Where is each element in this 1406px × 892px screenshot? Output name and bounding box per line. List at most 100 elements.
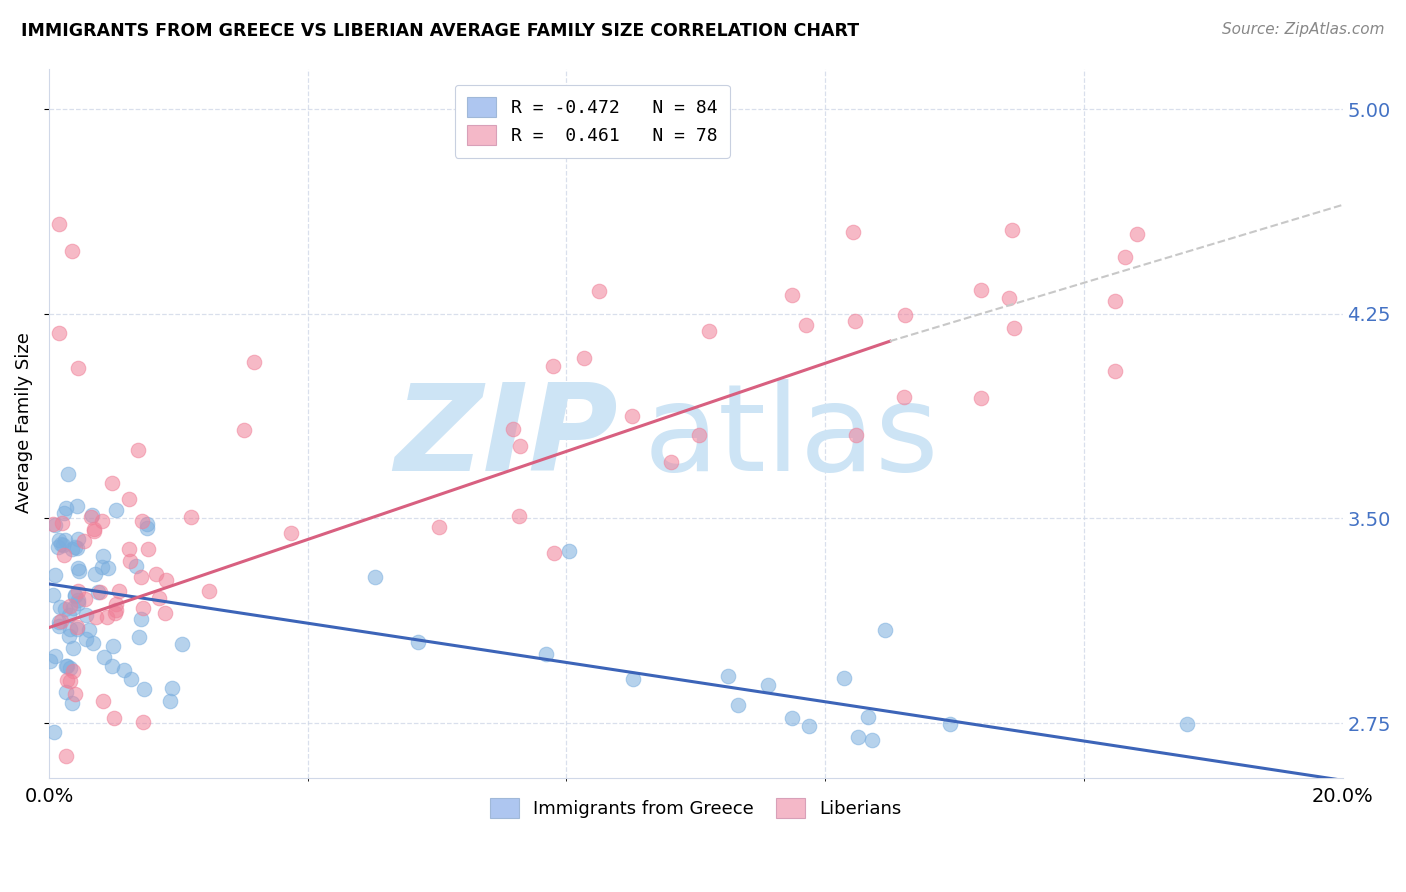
Point <box>132 682 155 697</box>
Point <box>58 607 80 622</box>
Point <box>621 409 644 423</box>
Point <box>59 623 82 637</box>
Point <box>1001 223 1024 237</box>
Point <box>543 359 565 373</box>
Point <box>67 533 90 547</box>
Point <box>46 540 69 554</box>
Point <box>58 629 80 643</box>
Point <box>558 543 581 558</box>
Point <box>697 324 720 338</box>
Point <box>62 640 84 655</box>
Point <box>1126 227 1149 241</box>
Point <box>62 665 84 679</box>
Point <box>42 517 65 532</box>
Point <box>91 694 114 708</box>
Point <box>84 609 107 624</box>
Point <box>406 635 429 649</box>
Point <box>60 696 83 710</box>
Point <box>66 622 89 636</box>
Text: IMMIGRANTS FROM GREECE VS LIBERIAN AVERAGE FAMILY SIZE CORRELATION CHART: IMMIGRANTS FROM GREECE VS LIBERIAN AVERA… <box>21 22 859 40</box>
Point <box>118 541 141 556</box>
Point <box>160 681 183 695</box>
Point <box>49 537 72 551</box>
Point <box>145 566 167 581</box>
Point <box>51 516 73 531</box>
Point <box>39 654 62 668</box>
Point <box>101 476 124 491</box>
Point <box>48 615 70 629</box>
Point <box>63 589 86 603</box>
Point <box>894 308 917 322</box>
Point <box>148 591 170 606</box>
Point <box>998 291 1021 305</box>
Point <box>80 508 103 522</box>
Point <box>543 546 565 560</box>
Point <box>65 589 87 603</box>
Point <box>155 574 177 588</box>
Point <box>87 585 110 599</box>
Point <box>53 533 76 548</box>
Point <box>659 455 682 469</box>
Point <box>938 717 960 731</box>
Point <box>48 533 70 548</box>
Point <box>1189 846 1212 860</box>
Point <box>66 361 89 376</box>
Point <box>55 500 77 515</box>
Point <box>844 314 866 328</box>
Point <box>83 524 105 538</box>
Point <box>136 521 159 535</box>
Point <box>832 671 855 685</box>
Point <box>105 597 128 611</box>
Point <box>49 614 72 628</box>
Point <box>104 502 127 516</box>
Point <box>59 673 82 688</box>
Point <box>574 351 596 366</box>
Point <box>55 749 77 764</box>
Point <box>860 733 883 747</box>
Point <box>799 719 821 733</box>
Point <box>82 635 104 649</box>
Point <box>508 508 530 523</box>
Point <box>1104 293 1126 308</box>
Point <box>101 659 124 673</box>
Point <box>66 499 89 513</box>
Legend: Immigrants from Greece, Liberians: Immigrants from Greece, Liberians <box>482 791 908 825</box>
Text: atlas: atlas <box>644 379 939 496</box>
Point <box>970 283 993 297</box>
Point <box>588 284 610 298</box>
Point <box>90 559 112 574</box>
Point <box>1171 863 1194 877</box>
Point <box>49 599 72 614</box>
Point <box>131 515 153 529</box>
Point <box>716 669 738 683</box>
Point <box>108 584 131 599</box>
Point <box>128 630 150 644</box>
Point <box>91 549 114 563</box>
Point <box>80 510 103 524</box>
Point <box>970 391 993 405</box>
Point <box>97 561 120 575</box>
Point <box>132 601 155 615</box>
Point <box>118 554 141 568</box>
Point <box>58 599 80 613</box>
Point <box>136 541 159 556</box>
Point <box>67 596 90 610</box>
Point <box>60 542 83 557</box>
Point <box>63 687 86 701</box>
Point <box>842 225 865 239</box>
Point <box>62 601 84 615</box>
Point <box>794 318 817 332</box>
Point <box>127 442 149 457</box>
Point <box>48 326 70 340</box>
Point <box>73 534 96 549</box>
Point <box>93 649 115 664</box>
Point <box>52 548 75 562</box>
Point <box>858 710 880 724</box>
Point <box>53 506 76 520</box>
Point <box>91 514 114 528</box>
Point <box>67 561 90 575</box>
Point <box>55 659 77 673</box>
Point <box>180 509 202 524</box>
Point <box>75 632 97 647</box>
Point <box>60 244 83 259</box>
